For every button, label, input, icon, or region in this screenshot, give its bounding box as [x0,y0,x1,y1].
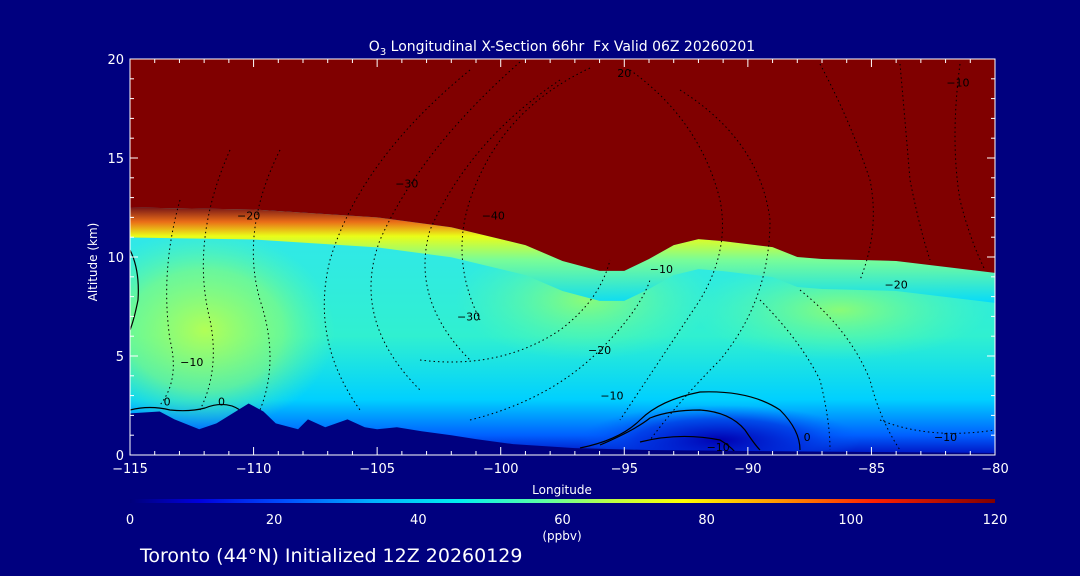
colorbar-units: (ppbv) [542,529,581,543]
contour-lines [130,61,995,453]
colorbar-tick-label: 40 [410,513,427,528]
stratosphere-region [130,59,995,273]
contour-label: 0 [218,396,225,409]
colorbar-tick-label: 80 [698,513,715,528]
solid-contour [130,403,241,412]
y-tick-label: 0 [116,449,124,464]
tropopause-transition [130,207,995,303]
colorbar-tick-label: 100 [838,513,863,528]
dotted-contour [879,419,995,434]
colorbar [130,499,995,503]
contour-label: −20 [237,209,260,222]
dotted-contour [370,61,521,391]
contour-label: 0 [804,431,811,444]
colorbar-tick-label: 120 [983,513,1008,528]
solid-contour [599,409,761,451]
contour-label: 20 [617,67,631,80]
contour-label: −30 [457,310,480,323]
contour-label: −10 [934,431,957,444]
dotted-contour [419,259,611,363]
dotted-contour [649,89,771,441]
contour-label: −10 [946,77,969,90]
contour-label: −10 [180,356,203,369]
contour-label: −30 [395,178,418,191]
dotted-contour [899,63,931,261]
dotted-contour [619,69,723,421]
dotted-contour [954,63,986,271]
x-tick-label: −105 [359,462,395,477]
x-tick-label: −85 [858,462,885,477]
x-tick-label: −80 [981,462,1008,477]
x-axis: −115 −110 −105 −100 −95 −90 −85 −80 [112,59,1009,477]
colorbar-tick-label: 60 [554,513,571,528]
solid-contour [579,391,801,451]
y-axis: 0 5 10 15 20 [107,53,995,464]
dotted-contour [759,299,831,451]
dotted-contour [199,149,231,411]
contour-label: −40 [482,209,505,222]
contour-label: −10 [650,263,673,276]
y-axis-label: Altitude (km) [86,223,100,302]
x-tick-label: −95 [611,462,638,477]
solid-contour [639,435,736,453]
y-tick-label: 5 [116,350,124,365]
x-tick-label: −110 [236,462,272,477]
contour-label: 0 [164,396,171,409]
colorbar-tick-label: 20 [266,513,283,528]
chart-title-rest: Longitudinal X-Section 66hr Fx Valid 06Z… [386,39,755,55]
plot-area: 20 −10 −30 −40 −20 −10 −20 −30 −20 −10 −10 0 0 0 −10 −1… [130,59,995,455]
x-tick-label: −115 [112,462,148,477]
dotted-contour [461,67,591,321]
x-axis-label: Longitude [532,483,592,497]
dotted-contour [424,79,561,361]
west-ozone-maximum [130,230,335,430]
y-tick-label: 20 [107,53,124,68]
y-tick-label: 10 [107,251,124,266]
forecast-location-footer: Toronto (44°N) Initialized 12Z 20260129 [139,545,523,567]
chart-title-prefix: O [369,39,380,55]
colorbar-ticks: 0 20 40 60 80 100 120 [126,513,1008,528]
terrain-mask [130,403,995,455]
solid-contour [130,249,139,331]
contour-label: −20 [885,279,908,292]
contour-label: −10 [600,390,623,403]
x-tick-label: −90 [734,462,761,477]
contour-labels: 20 −10 −30 −40 −20 −10 −20 −30 −20 −10 −10 0 0 0 −10 −1… [164,67,970,454]
x-tick-label: −100 [483,462,519,477]
dotted-contour [799,289,901,451]
y-tick-label: 15 [107,152,124,167]
chart-title: O3 Longitudinal X-Section 66hr Fx Valid … [369,39,755,58]
contour-label: −10 [707,441,730,454]
dotted-contour [159,199,181,406]
dotted-contour [819,63,874,281]
chart-title-subscript: 3 [380,47,386,58]
contour-label: −20 [588,344,611,357]
colorbar-tick-label: 0 [126,513,134,528]
